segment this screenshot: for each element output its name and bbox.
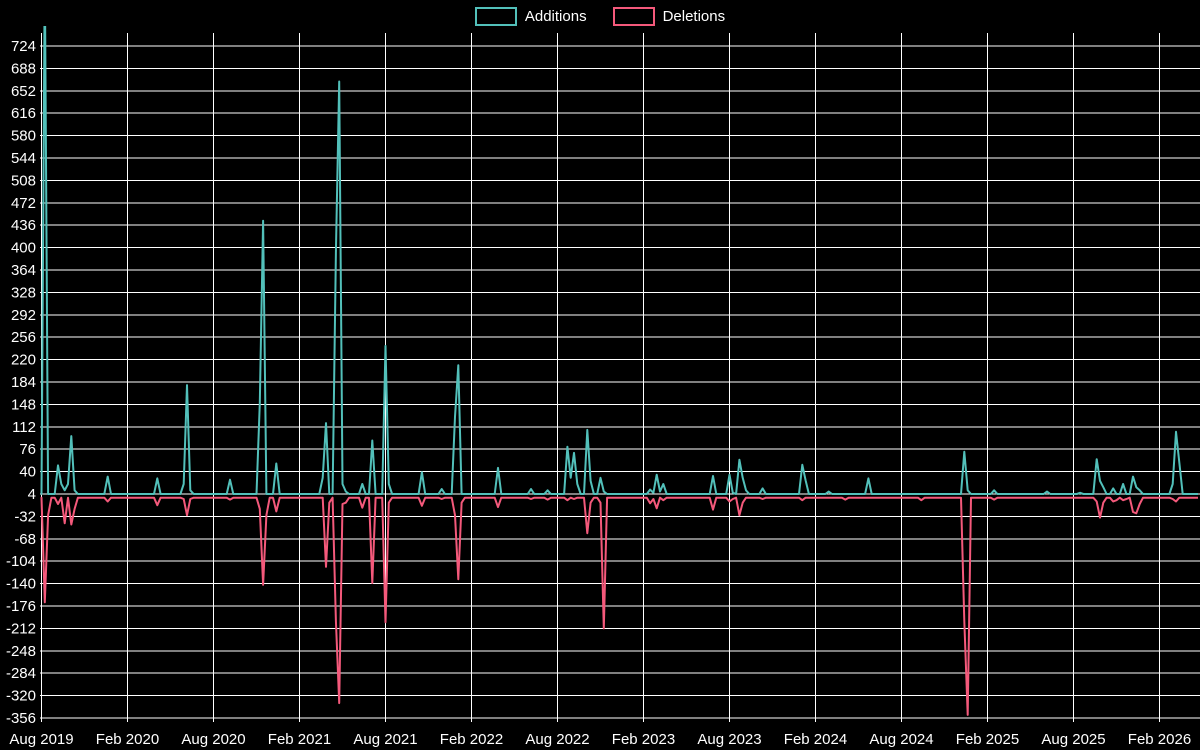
x-axis-labels: Aug 2019 Feb 2020 Aug 2020 Feb 2021 Aug 2021…	[9, 731, 1191, 748]
y-tick-label: 688	[11, 60, 36, 77]
y-tick-label: 544	[11, 150, 36, 167]
y-tick-label: 508	[11, 172, 36, 189]
y-tick-label: 4	[28, 486, 36, 503]
y-tick-label: 580	[11, 128, 36, 145]
y-tick-label: 472	[11, 195, 36, 212]
y-tick-label: -32	[14, 508, 36, 525]
y-tick-label: 40	[19, 464, 36, 481]
x-axis-label: Aug 2021	[353, 731, 417, 748]
x-axis-label: Feb 2026	[1128, 731, 1191, 748]
y-tick-label: 328	[11, 284, 36, 301]
y-tick-label: 148	[11, 396, 36, 413]
deletions-swatch	[612, 7, 655, 26]
y-tick-label: -212	[6, 620, 36, 637]
y-tick-label: -176	[6, 598, 36, 615]
x-axis-label: Feb 2021	[268, 731, 331, 748]
x-axis-label: Feb 2025	[956, 731, 1019, 748]
x-axis-label: Aug 2024	[869, 731, 933, 748]
y-tick-label: 112	[12, 419, 36, 436]
x-axis-label: Aug 2019	[9, 731, 73, 748]
y-tick-label: -68	[14, 531, 36, 548]
y-tick-label: 184	[11, 374, 36, 391]
y-tick-label: 76	[19, 441, 36, 458]
x-axis-label: Aug 2022	[525, 731, 589, 748]
y-tick-label: -356	[6, 710, 36, 727]
y-tick-label: 724	[11, 38, 36, 55]
y-tick-label: 616	[11, 105, 36, 122]
y-tick-label: -320	[6, 688, 36, 705]
x-axis-label: Feb 2024	[784, 731, 847, 748]
x-axis-label: Aug 2025	[1041, 731, 1105, 748]
y-tick-label: -248	[6, 643, 36, 660]
y-tick-label: 220	[11, 352, 36, 369]
additions-line	[40, 26, 1198, 495]
additions-swatch	[474, 7, 517, 26]
additions-legend-label: Additions	[524, 8, 587, 25]
y-tick-label: 400	[11, 240, 36, 257]
y-tick-label: 436	[11, 217, 36, 234]
y-tick-label: -104	[6, 553, 36, 570]
x-axis-label: Feb 2020	[96, 731, 159, 748]
x-axis-label: Feb 2023	[612, 731, 675, 748]
legend: Additions Deletions	[0, 7, 1200, 26]
y-tick-label: 652	[11, 83, 36, 100]
y-tick-label: -284	[6, 665, 36, 682]
y-tick-label: 292	[11, 307, 36, 324]
y-tick-label: 256	[11, 329, 36, 346]
gridlines	[40, 33, 1200, 722]
x-axis-label: Feb 2022	[440, 731, 503, 748]
x-axis-label: Aug 2020	[181, 731, 245, 748]
deletions-line	[40, 496, 1198, 716]
deletions-legend-label: Deletions	[662, 8, 726, 25]
y-axis-ticks: 724 688 652 616 580 544 508 472 436 400 364 328 292 2…	[6, 38, 36, 727]
y-tick-label: 364	[11, 262, 36, 279]
y-tick-label: -140	[6, 576, 36, 593]
x-axis-label: Aug 2023	[697, 731, 761, 748]
legend-item-additions[interactable]: Additions	[474, 7, 587, 26]
legend-item-deletions[interactable]: Deletions	[612, 7, 726, 26]
